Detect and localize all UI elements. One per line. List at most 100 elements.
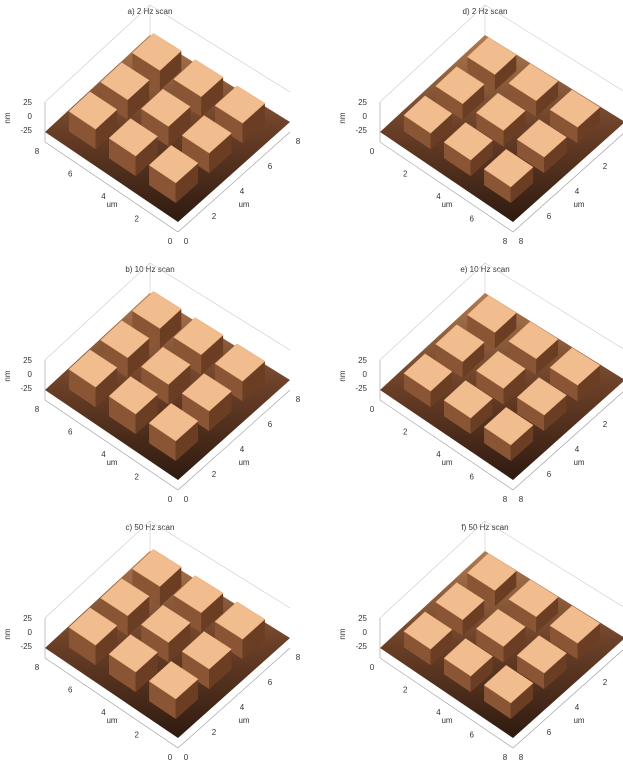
x-tick-label: 6 xyxy=(470,473,475,482)
z-axis-label: nm xyxy=(338,112,347,123)
bump-top xyxy=(214,85,266,124)
y-tick-label: 4 xyxy=(240,703,245,712)
y-axis-label: um xyxy=(238,716,249,725)
bump-top xyxy=(549,347,601,386)
bump-side xyxy=(484,169,511,203)
x-axis xyxy=(44,657,179,749)
bump-side xyxy=(444,142,471,177)
x-tick-label: 6 xyxy=(68,428,73,437)
bump-top xyxy=(508,321,559,360)
bump-side xyxy=(209,133,232,174)
bump-side xyxy=(173,337,202,375)
x-tick-label: 4 xyxy=(436,450,441,459)
bump-side xyxy=(175,679,199,719)
bump-top xyxy=(508,63,559,102)
z-axis-label: nm xyxy=(3,112,12,123)
y-tick-label: 4 xyxy=(575,703,580,712)
z-tick-label: 25 xyxy=(358,98,367,107)
bump-side xyxy=(476,112,504,147)
bump-side xyxy=(132,568,160,607)
y-tick-label: 0 xyxy=(184,495,189,504)
y-axis xyxy=(177,389,291,491)
bump-side xyxy=(544,137,567,174)
bump-top xyxy=(443,122,494,161)
y-tick-label: 6 xyxy=(547,728,552,737)
x-tick-label: 8 xyxy=(503,237,508,246)
bump-side xyxy=(141,624,169,663)
y-tick-label: 6 xyxy=(268,420,273,429)
bump-side xyxy=(127,80,150,120)
x-tick-label: 6 xyxy=(68,170,73,179)
bump-side xyxy=(444,658,471,693)
bump-side xyxy=(109,138,136,177)
x-axis-label: um xyxy=(106,458,117,467)
bump-top xyxy=(131,291,182,329)
bump-side xyxy=(470,398,493,435)
bump-side xyxy=(462,84,485,120)
bump-side xyxy=(444,400,471,435)
bump-top xyxy=(435,582,485,621)
bump-top xyxy=(443,380,494,419)
bump-side xyxy=(517,655,545,690)
bump-top xyxy=(475,92,526,131)
bump-top xyxy=(475,608,526,647)
bump-side xyxy=(182,651,210,690)
bump-top xyxy=(68,349,118,388)
x-tick-label: 6 xyxy=(470,731,475,740)
bump-top xyxy=(214,343,266,382)
bump-side xyxy=(510,167,534,203)
bump-side xyxy=(403,631,431,666)
x-tick-label: 6 xyxy=(68,686,73,695)
bump-side xyxy=(403,373,431,408)
bump-top xyxy=(516,635,567,674)
y-tick-label: 8 xyxy=(519,753,524,762)
y-axis-label: um xyxy=(573,716,584,725)
bump-top xyxy=(516,377,567,416)
x-tick-label: 0 xyxy=(168,495,173,504)
bump-side xyxy=(135,394,158,435)
y-axis xyxy=(512,391,623,491)
bump-side xyxy=(494,570,517,607)
bump-side xyxy=(95,625,117,666)
x-axis xyxy=(379,399,514,491)
bump-side xyxy=(109,654,136,693)
x-tick-label: 2 xyxy=(135,215,140,224)
bump-top xyxy=(403,611,453,650)
z-tick-label: 25 xyxy=(23,98,32,107)
bump-side xyxy=(544,395,567,432)
z-tick-label: -25 xyxy=(20,126,32,135)
bump-top xyxy=(214,601,266,640)
y-tick-label: 0 xyxy=(184,753,189,762)
bump-side xyxy=(435,86,463,120)
bump-side xyxy=(201,593,224,633)
x-tick-label: 2 xyxy=(403,428,408,437)
bump-side xyxy=(242,103,265,144)
bump-side xyxy=(510,425,534,461)
y-tick-label: 8 xyxy=(519,237,524,246)
bump-top xyxy=(403,95,453,134)
bump-side xyxy=(544,653,567,690)
y-tick-label: 8 xyxy=(296,395,301,404)
x-tick-label: 0 xyxy=(370,405,375,414)
z-tick-label: -25 xyxy=(20,384,32,393)
bump-side xyxy=(508,83,537,117)
x-tick-label: 4 xyxy=(101,708,106,717)
bump-side xyxy=(95,109,117,150)
y-tick-label: 6 xyxy=(547,470,552,479)
z-tick-label: 0 xyxy=(363,370,368,379)
x-axis xyxy=(379,657,514,749)
bump-side xyxy=(517,139,545,174)
bump-top xyxy=(131,33,182,71)
bump-side xyxy=(476,628,504,663)
bump-side xyxy=(182,393,210,432)
bump-side xyxy=(503,110,526,147)
bump-top xyxy=(100,62,150,101)
bump-side xyxy=(242,619,265,660)
bump-side xyxy=(135,652,158,693)
bump-side xyxy=(577,107,600,144)
bump-side xyxy=(215,621,243,660)
z-tick-label: 0 xyxy=(28,628,33,637)
